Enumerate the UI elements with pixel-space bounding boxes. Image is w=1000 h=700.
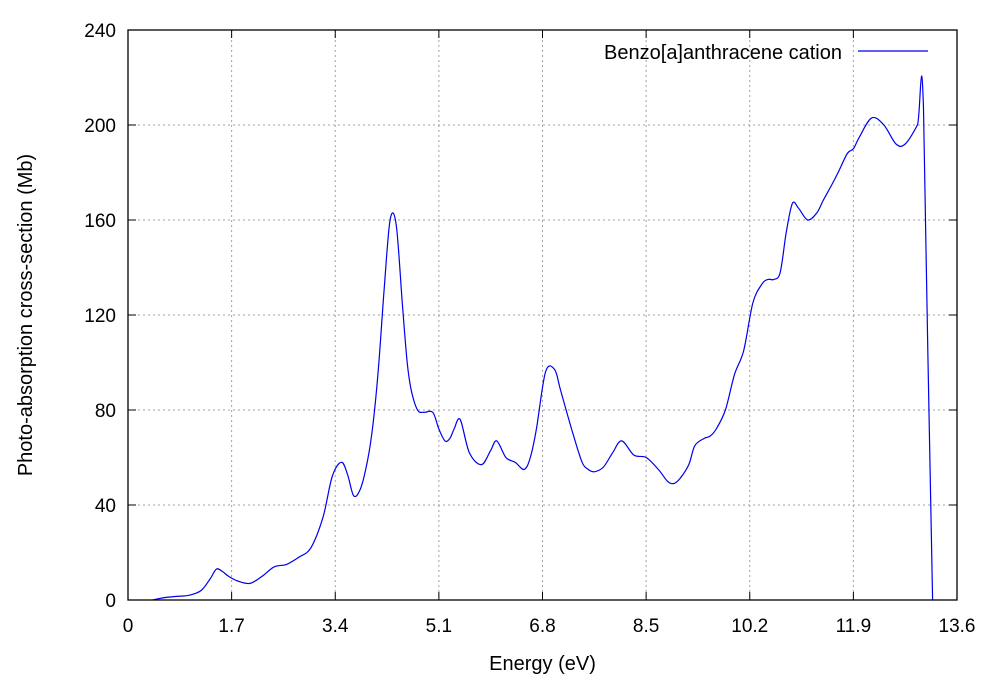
x-tick-label: 3.4 <box>322 616 349 637</box>
legend-label: Benzo[a]anthracene cation <box>604 42 842 64</box>
y-tick-label: 200 <box>84 116 116 137</box>
y-tick-label: 40 <box>95 496 116 517</box>
y-tick-label: 80 <box>95 401 116 422</box>
x-axis-title: Energy (eV) <box>489 653 596 675</box>
legend: Benzo[a]anthracene cation <box>604 42 928 64</box>
y-tick-label: 120 <box>84 306 116 327</box>
series-line-benzo-a-anthracene-cation <box>152 75 943 600</box>
series-layer <box>152 75 943 600</box>
y-axis-title: Photo-absorption cross-section (Mb) <box>15 154 37 476</box>
y-tick-label: 160 <box>84 211 116 232</box>
grid-layer <box>128 30 957 600</box>
x-tick-label: 10.2 <box>731 616 768 637</box>
x-tick-label: 5.1 <box>426 616 452 637</box>
ticks-layer: 0 1.7 3.4 5.1 6.8 8.5 10.2 11.9 13.6 0 40 80 120 160 2… <box>84 21 975 637</box>
x-tick-label: 1.7 <box>218 616 244 637</box>
x-tick-label: 0 <box>123 616 134 637</box>
x-tick-label: 8.5 <box>633 616 659 637</box>
x-tick-label: 11.9 <box>836 616 872 637</box>
y-tick-label: 0 <box>105 591 116 612</box>
x-tick-label: 13.6 <box>939 616 976 637</box>
x-tick-label: 6.8 <box>529 616 555 637</box>
y-tick-label: 240 <box>84 21 116 42</box>
plot-frame <box>127 29 958 601</box>
